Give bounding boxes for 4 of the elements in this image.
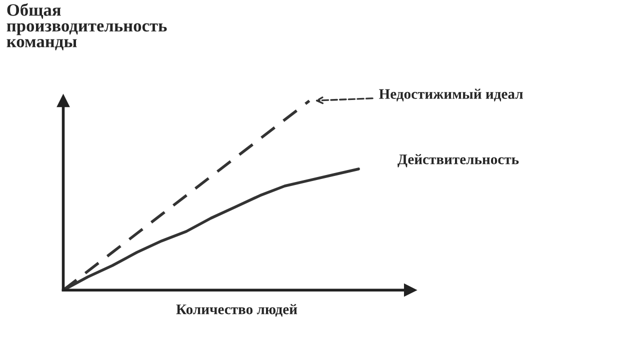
text: Действительность [398,154,519,168]
chart-title: Общая производительность команды [6,3,167,50]
legend-label: Недостижимый идеал [379,88,523,102]
x-axis-title: Количество людей [176,304,298,317]
